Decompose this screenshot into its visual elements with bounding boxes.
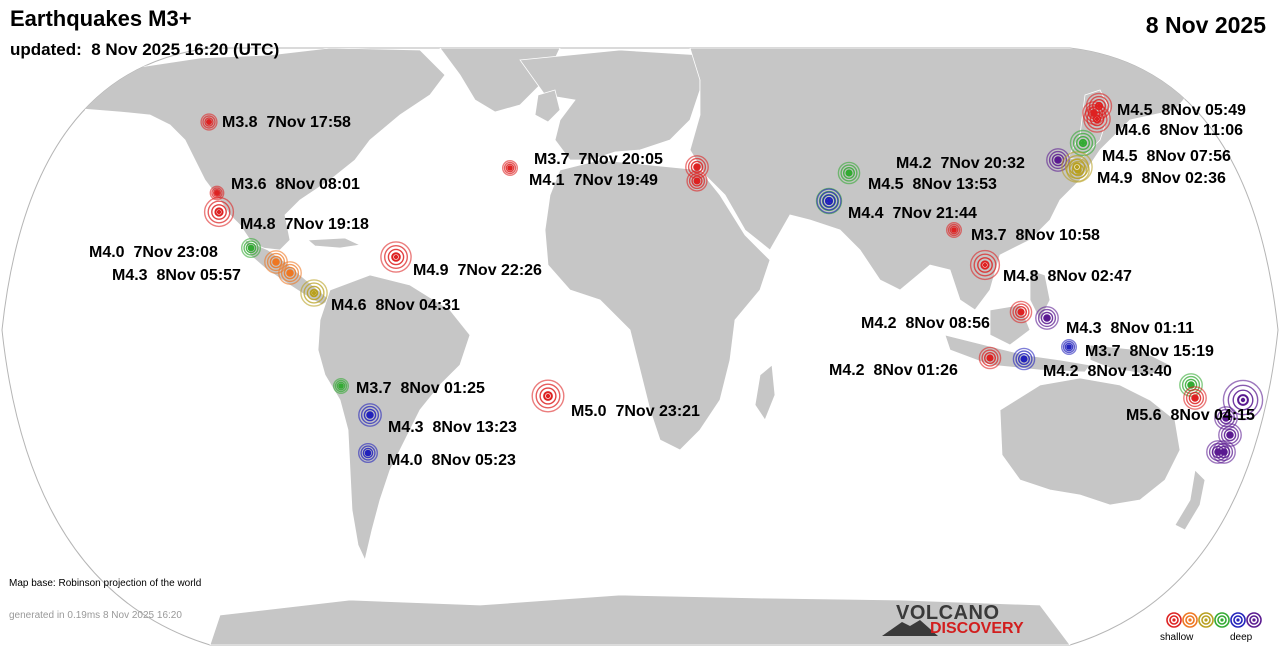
quake-marker[interactable] — [358, 443, 379, 464]
legend-shallow-label: shallow — [1160, 632, 1194, 643]
quake-marker-extra[interactable] — [1046, 148, 1070, 172]
quake-label[interactable]: M5.0 7Nov 23:21 — [571, 403, 700, 420]
quake-label[interactable]: M4.8 8Nov 02:47 — [1003, 268, 1132, 285]
quake-marker[interactable] — [531, 379, 565, 413]
quake-marker-extra[interactable] — [1206, 440, 1230, 464]
land-africa — [544, 159, 771, 451]
land-british-isles — [534, 89, 561, 123]
volcano-discovery-logo[interactable]: VOLCANO DISCOVERY — [880, 602, 1040, 642]
map-base-note: Map base: Robinson projection of the wor… — [9, 578, 202, 589]
quake-label[interactable]: M4.4 7Nov 21:44 — [848, 205, 977, 222]
land-madagascar — [754, 364, 776, 421]
quake-label[interactable]: M3.6 8Nov 08:01 — [231, 176, 360, 193]
updated-timestamp: updated: 8 Nov 2025 16:20 (UTC) — [10, 40, 280, 59]
legend-depth-swatch — [1246, 612, 1262, 628]
quake-marker-extra[interactable] — [1179, 373, 1203, 397]
quake-label[interactable]: M4.3 8Nov 01:11 — [1066, 320, 1195, 337]
quake-marker[interactable] — [816, 188, 842, 214]
quake-marker[interactable] — [978, 346, 1002, 370]
land-asia — [689, 48, 1201, 311]
quake-label[interactable]: M3.7 8Nov 15:19 — [1085, 343, 1214, 360]
legend-depth-swatch — [1230, 612, 1246, 628]
volcano-icon — [882, 620, 938, 636]
quake-marker[interactable] — [1060, 339, 1077, 356]
page-title: Earthquakes M3+ — [10, 6, 192, 31]
quake-marker[interactable] — [240, 237, 261, 258]
quake-marker[interactable] — [203, 196, 235, 228]
legend-depth-swatch — [1182, 612, 1198, 628]
legend-depth-swatch — [1214, 612, 1230, 628]
quake-label[interactable]: M3.7 7Nov 20:05 — [534, 151, 663, 168]
land-antarctica — [209, 594, 1071, 645]
quake-marker[interactable] — [380, 241, 412, 273]
quake-label[interactable]: M4.2 8Nov 13:40 — [1043, 363, 1172, 380]
quake-marker[interactable] — [1009, 300, 1033, 324]
quake-label[interactable]: M4.3 8Nov 05:57 — [112, 267, 241, 284]
quake-marker[interactable] — [1035, 306, 1059, 330]
quake-marker[interactable] — [502, 159, 519, 176]
generated-note: generated in 0.19ms 8 Nov 2025 16:20 — [9, 610, 182, 621]
quake-marker[interactable] — [1083, 105, 1111, 133]
land-north-america — [59, 48, 446, 251]
quake-label[interactable]: M4.0 8Nov 05:23 — [387, 452, 516, 469]
land-new-guinea — [1089, 344, 1171, 376]
land-cuba — [306, 237, 362, 249]
quake-label[interactable]: M4.3 8Nov 13:23 — [388, 419, 517, 436]
quake-label[interactable]: M4.6 8Nov 04:31 — [331, 297, 460, 314]
quake-label[interactable]: M3.7 8Nov 10:58 — [971, 227, 1100, 244]
quake-label[interactable]: M4.6 8Nov 11:06 — [1115, 122, 1244, 139]
land-south-america — [317, 274, 471, 562]
quake-label[interactable]: M4.0 7Nov 23:08 — [89, 244, 218, 261]
quake-label[interactable]: M4.9 7Nov 22:26 — [413, 262, 542, 279]
logo-text-volcano: VOLCANO — [896, 602, 1000, 624]
quake-marker[interactable] — [333, 378, 350, 395]
quake-marker[interactable] — [946, 221, 963, 238]
legend-depth-swatch — [1198, 612, 1214, 628]
quake-marker[interactable] — [969, 249, 1001, 281]
quake-marker[interactable] — [278, 261, 302, 285]
quake-label[interactable]: M4.9 8Nov 02:36 — [1097, 170, 1226, 187]
quake-marker[interactable] — [1222, 379, 1264, 421]
quake-marker[interactable] — [1061, 151, 1093, 183]
land-australia — [999, 377, 1181, 506]
legend-depth-swatch — [1166, 612, 1182, 628]
legend-deep-label: deep — [1230, 632, 1253, 643]
logo-text-discovery: DISCOVERY — [930, 620, 1024, 637]
quake-label[interactable]: M3.8 7Nov 17:58 — [222, 114, 351, 131]
land-new-zealand — [1174, 469, 1206, 531]
quake-label[interactable]: M4.2 7Nov 20:32 — [896, 155, 1025, 172]
quake-label[interactable]: M4.1 7Nov 19:49 — [529, 172, 658, 189]
quake-label[interactable]: M4.5 8Nov 07:56 — [1102, 148, 1231, 165]
quake-marker[interactable] — [200, 113, 218, 131]
quake-marker-extra[interactable] — [1183, 386, 1207, 410]
quake-label[interactable]: M3.7 8Nov 01:25 — [356, 380, 485, 397]
quake-label[interactable]: M4.8 7Nov 19:18 — [240, 216, 369, 233]
quake-marker[interactable] — [686, 170, 708, 192]
quake-label[interactable]: M4.5 8Nov 13:53 — [868, 176, 997, 193]
quake-marker[interactable] — [358, 403, 382, 427]
quake-marker-extra[interactable] — [264, 250, 288, 274]
map-date: 8 Nov 2025 — [1145, 12, 1266, 38]
quake-label[interactable]: M4.2 8Nov 08:56 — [861, 315, 990, 332]
quake-label[interactable]: M4.2 8Nov 01:26 — [829, 362, 958, 379]
quake-marker[interactable] — [300, 279, 328, 307]
quake-label[interactable]: M5.6 8Nov 04:15 — [1126, 407, 1255, 424]
quake-marker[interactable] — [1012, 347, 1036, 371]
quake-marker[interactable] — [837, 161, 861, 185]
quake-marker-extra[interactable] — [1214, 406, 1238, 430]
quake-label[interactable]: M4.5 8Nov 05:49 — [1117, 102, 1246, 119]
